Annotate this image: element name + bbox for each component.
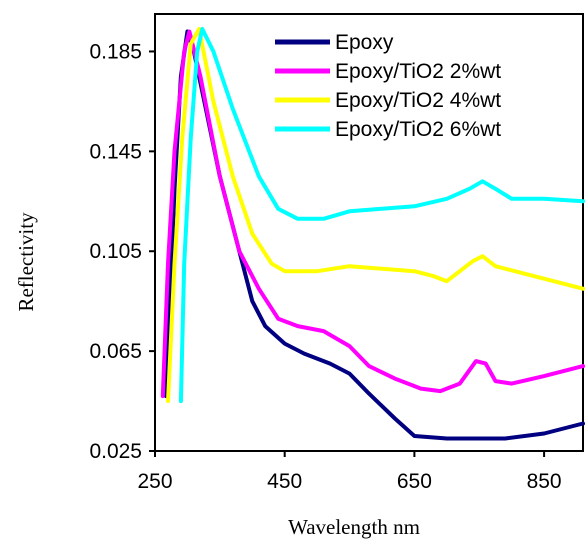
- x-tick-label: 850: [527, 470, 562, 493]
- y-tick-label: 0.145: [89, 140, 142, 163]
- series-line-3: [166, 27, 585, 404]
- legend-label-1: Epoxy: [335, 31, 394, 54]
- legend-label-3: Epoxy/TiO2 4%wt: [335, 89, 501, 112]
- y-tick-label: 0.185: [89, 40, 142, 63]
- y-axis: 0.025 0.065 0.105 0.145 0.185: [89, 40, 155, 463]
- x-axis: 250 450 650 850: [137, 451, 562, 493]
- legend-label-4: Epoxy/TiO2 6%wt: [335, 118, 501, 141]
- legend-label-2: Epoxy/TiO2 2%wt: [335, 60, 501, 83]
- plot-area: [154, 13, 585, 452]
- series-line-4: [178, 27, 585, 404]
- y-tick-label: 0.065: [89, 340, 142, 363]
- x-tick-label: 250: [137, 470, 172, 493]
- legend: Epoxy Epoxy/TiO2 2%wt Epoxy/TiO2 4%wt Epoxy…: [271, 29, 571, 142]
- x-tick-label: 450: [267, 470, 302, 493]
- plot-frame: [154, 13, 584, 452]
- x-tick-label: 650: [397, 470, 432, 493]
- y-axis-title: Reflectivity: [14, 212, 38, 312]
- y-tick-label: 0.025: [89, 440, 142, 463]
- y-tick-label: 0.105: [89, 240, 142, 263]
- x-axis-title: Wavelength nm: [288, 515, 420, 539]
- series-line-2: [160, 29, 585, 399]
